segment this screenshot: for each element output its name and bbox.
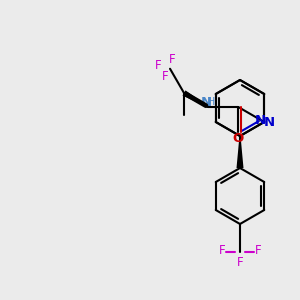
Text: N: N — [201, 95, 212, 109]
Text: F: F — [255, 244, 261, 256]
Text: H: H — [207, 97, 215, 107]
Text: F: F — [237, 256, 243, 268]
Text: N: N — [264, 116, 275, 128]
Text: O: O — [232, 133, 244, 146]
Text: F: F — [169, 53, 175, 66]
Text: N: N — [255, 115, 266, 128]
Polygon shape — [236, 136, 244, 168]
Text: F: F — [162, 70, 168, 83]
Polygon shape — [182, 90, 208, 107]
Text: F: F — [155, 59, 161, 72]
Text: F: F — [219, 244, 225, 256]
